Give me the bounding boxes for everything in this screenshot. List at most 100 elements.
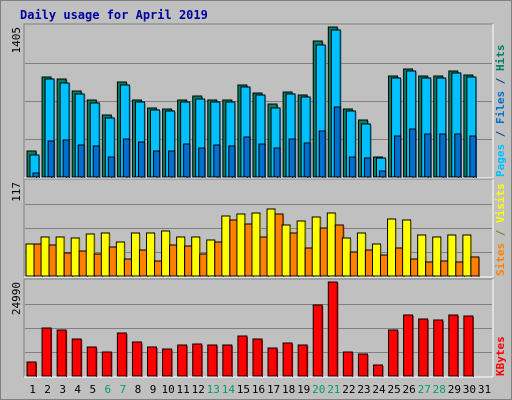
bar-pages-day-20	[318, 130, 326, 178]
bar-pages-day-11	[183, 143, 191, 178]
legend-pages-files: Pages / Files / Hits	[494, 45, 507, 178]
x-tick-label: 14	[222, 383, 236, 396]
bar-shadow	[154, 234, 156, 277]
x-tick-label: 6	[105, 383, 112, 396]
bar-shadow	[472, 317, 474, 377]
x-tick-label: 2	[44, 383, 51, 396]
bar-shadow	[264, 96, 266, 178]
bar-shadow	[36, 363, 37, 377]
bar-visits-day-27	[417, 234, 427, 277]
bar-pages-day-22	[348, 156, 356, 178]
bar-visits-day-19	[296, 220, 306, 277]
bar-visits-day-25	[387, 218, 397, 277]
bar-visits-day-17	[266, 208, 276, 277]
bar-kbytes-day-28	[433, 319, 444, 377]
bar-shadow	[231, 346, 233, 377]
bar-shadow	[189, 103, 191, 178]
bar-kbytes-day-3	[56, 329, 67, 377]
bar-kbytes-day-17	[267, 347, 278, 377]
bar-visits-day-29	[447, 234, 457, 277]
bar-kbytes-day-5	[86, 346, 97, 377]
bar-shadow	[174, 152, 176, 178]
panel-pages-files: 1405 Pages / Files / Hits	[10, 23, 507, 179]
x-tick-label: 27	[418, 383, 431, 396]
bar-shadow	[475, 78, 477, 178]
bar-visits-day-5	[85, 233, 95, 277]
bar-shadow	[51, 329, 53, 377]
bar-shadow	[400, 137, 402, 178]
x-tick-label: 21	[327, 383, 340, 396]
bar-shadow	[219, 103, 221, 178]
bar-visits-day-26	[402, 219, 412, 277]
x-tick-label: 10	[161, 383, 174, 396]
bar-shadow	[340, 108, 342, 178]
bar-kbytes-day-4	[71, 338, 82, 377]
bar-visits-day-12	[191, 236, 201, 277]
bar-shadow	[264, 145, 266, 178]
bar-shadow	[216, 346, 218, 377]
bar-shadow	[69, 84, 71, 178]
bar-kbytes-day-30	[463, 315, 474, 377]
bar-pages-day-23	[363, 157, 371, 178]
y-max-label: 117	[10, 182, 23, 202]
bar-visits-day-18	[281, 224, 291, 277]
bar-pages-day-1	[32, 172, 40, 178]
bar-shadow	[186, 346, 188, 377]
bar-shadow	[337, 283, 339, 377]
bar-pages-day-14	[228, 145, 236, 178]
bar-shadow	[460, 135, 462, 178]
bar-visits-day-11	[176, 236, 186, 277]
bar-pages-day-21	[333, 106, 341, 178]
x-tick-label: 12	[192, 383, 205, 396]
bar-shadow	[81, 340, 83, 377]
bar-shadow	[445, 135, 447, 178]
bar-shadow	[99, 147, 101, 178]
bar-shadow	[367, 355, 369, 377]
legend-entry: /	[494, 124, 507, 144]
bar-visits-day-4	[70, 237, 80, 277]
bar-shadow	[322, 306, 324, 377]
bar-kbytes-day-10	[162, 348, 173, 377]
bar-pages-day-24	[378, 170, 386, 178]
bar-shadow	[280, 109, 282, 178]
bar-shadow	[412, 316, 414, 377]
bar-kbytes-day-23	[357, 353, 368, 377]
bar-visits-day-22	[341, 237, 351, 277]
bar-sites-day-30	[470, 256, 480, 277]
bar-shadow	[99, 104, 101, 178]
bar-visits-day-23	[356, 232, 366, 277]
bar-shadow	[159, 152, 161, 178]
x-tick-label: 8	[135, 383, 142, 396]
x-tick-label: 9	[150, 383, 157, 396]
legend-entry: /	[494, 71, 507, 91]
bar-pages-day-4	[77, 144, 85, 178]
bar-shadow	[310, 98, 312, 178]
bar-shadow	[96, 348, 98, 377]
bar-shadow	[234, 103, 236, 178]
bar-shadow	[114, 158, 116, 178]
bar-shadow	[445, 79, 447, 178]
y-max-label: 24990	[10, 282, 23, 315]
bar-pages-day-2	[47, 140, 55, 178]
bar-shadow	[66, 331, 68, 377]
x-tick-label: 20	[312, 383, 325, 396]
bar-shadow	[234, 147, 236, 178]
bar-shadow	[415, 130, 417, 178]
chart-title: Daily usage for April 2019	[20, 8, 208, 22]
x-tick-label: 23	[357, 383, 370, 396]
bar-pages-day-9	[153, 150, 161, 178]
bar-visits-day-16	[251, 212, 261, 277]
bar-shadow	[171, 350, 173, 377]
bar-visits-day-7	[115, 241, 125, 277]
bar-shadow	[310, 144, 312, 178]
bar-shadow	[370, 159, 372, 178]
bar-visits-day-24	[371, 243, 381, 277]
bar-shadow	[427, 320, 429, 377]
bar-shadow	[457, 316, 459, 377]
bar-shadow	[204, 149, 206, 178]
bar-shadow	[39, 156, 40, 178]
bar-shadow	[114, 119, 116, 178]
bar-kbytes-day-26	[403, 314, 414, 377]
x-tick-label: 7	[120, 383, 127, 396]
